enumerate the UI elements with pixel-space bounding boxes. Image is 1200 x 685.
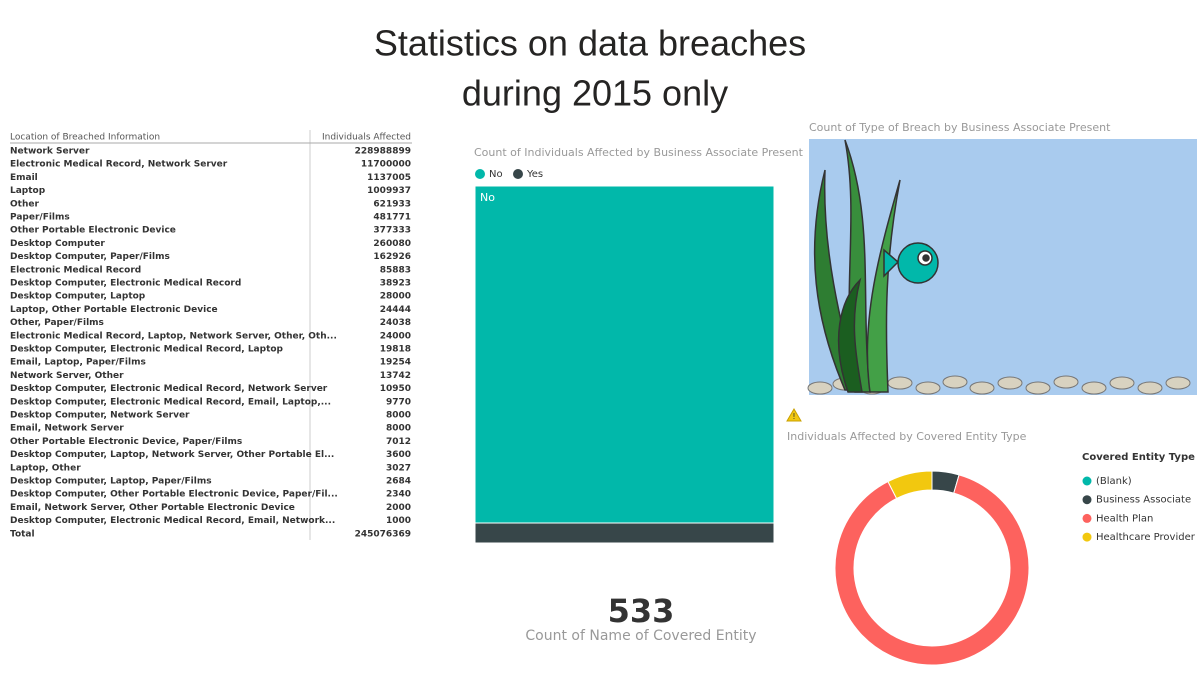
donut-slice [834,474,1030,666]
table-cell: Desktop Computer, Electronic Medical Rec… [10,279,241,289]
table-cell: 19818 [380,345,411,355]
legend-marker [1082,476,1092,486]
legend-title: Covered Entity Type [1082,452,1195,463]
legend-marker [513,169,523,179]
table-cell: Desktop Computer, Laptop, Network Server… [10,450,334,460]
table-cell: Network Server, Other [10,371,124,381]
title-line: Statistics on data breaches [374,23,806,64]
aquarium [807,139,1197,395]
table-cell: 2340 [386,490,411,500]
table-cell: Desktop Computer, Electronic Medical Rec… [10,516,335,526]
legend-label: Healthcare Provider [1096,532,1196,543]
table-cell: Desktop Computer, Paper/Films [10,252,170,262]
table-cell: 9770 [386,397,411,407]
table-total: Total [10,529,35,539]
table-cell: Laptop, Other [10,463,81,473]
legend-label: (Blank) [1096,476,1132,487]
table-cell: 24038 [380,318,411,328]
table-cell: 13742 [380,371,411,381]
card-value: 533 [608,592,675,630]
table-cell: Desktop Computer [10,239,105,249]
table-header: Individuals Affected [322,133,411,143]
table-cell: Email, Laptop, Paper/Films [10,358,146,368]
table-cell: 7012 [386,437,411,447]
table-cell: 2684 [386,477,411,487]
table-cell: 1009937 [367,186,411,196]
warning-icon: ! [786,408,802,422]
table-cell: 621933 [373,199,411,209]
table-cell: Laptop, Other Portable Electronic Device [10,305,218,315]
table-cell: 481771 [373,213,411,223]
table-cell: Email, Network Server, Other Portable El… [10,503,295,513]
table-cell: 228988899 [355,147,411,157]
table-cell: 1000 [386,516,411,526]
table-cell: 19254 [380,358,411,368]
table-cell: Other, Paper/Films [10,318,104,328]
data-label: No [480,191,495,204]
table-cell: 8000 [386,411,411,421]
legend-marker [1082,495,1092,505]
bar-segment [474,185,775,524]
chart-title: Individuals Affected by Covered Entity T… [787,430,1027,443]
table-cell: 3600 [386,450,411,460]
table-cell: Email [10,173,38,183]
table-cell: 3027 [386,463,411,473]
table-cell: Electronic Medical Record [10,265,141,275]
table-cell: 10950 [380,384,411,394]
table-cell: Network Server [10,147,90,157]
table-cell: 162926 [373,252,411,262]
table-header: Location of Breached Information [10,133,160,143]
legend-label: Health Plan [1096,513,1153,524]
table-cell: Other Portable Electronic Device [10,226,176,236]
legend-marker [475,169,485,179]
visual-title: Count of Type of Breach by Business Asso… [809,121,1111,134]
svg-text:!: ! [792,412,795,421]
table-cell: 85883 [380,265,411,275]
table-cell: Electronic Medical Record, Laptop, Netwo… [10,331,337,341]
table-cell: Other Portable Electronic Device, Paper/… [10,437,242,447]
chart-title: Count of Individuals Affected by Busines… [474,146,804,159]
bar-segment [474,522,775,544]
table-cell: Desktop Computer, Electronic Medical Rec… [10,384,328,394]
table-cell: Desktop Computer, Laptop, Paper/Films [10,477,212,487]
legend-marker [1082,532,1092,542]
table-cell: 11700000 [361,160,411,170]
title-line: during 2015 only [462,73,728,114]
table-cell: 260080 [373,239,411,249]
table-cell: Desktop Computer, Other Portable Electro… [10,490,338,500]
table-cell: 8000 [386,424,411,434]
legend-label: No [489,169,503,180]
table-cell: Desktop Computer, Electronic Medical Rec… [10,345,284,355]
table-cell: Desktop Computer, Electronic Medical Rec… [10,397,331,407]
table-cell: Electronic Medical Record, Network Serve… [10,160,228,170]
table-cell: Desktop Computer, Network Server [10,411,190,421]
table-cell: Other [10,199,39,209]
card-label: Count of Name of Covered Entity [525,628,756,644]
table-cell: Email, Network Server [10,424,124,434]
table-total: 245076369 [355,529,411,539]
table-cell: 28000 [380,292,411,302]
donut-slice [887,470,933,500]
table-cell: Laptop [10,186,46,196]
table-cell: 377333 [373,226,411,236]
legend-label: Yes [526,169,543,180]
legend-marker [1082,513,1092,523]
table-cell: 24000 [380,331,411,341]
table-cell: 1137005 [367,173,411,183]
table-cell: Desktop Computer, Laptop [10,292,146,302]
table-cell: 38923 [380,279,411,289]
legend-label: Business Associate [1096,495,1191,506]
table-cell: 24444 [380,305,411,315]
table-cell: 2000 [386,503,411,513]
table-cell: Paper/Films [10,213,70,223]
